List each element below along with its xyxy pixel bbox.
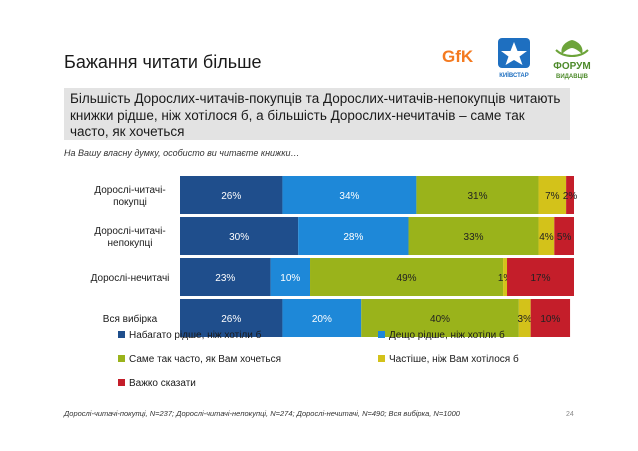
forum-logo-text: ФОРУМ bbox=[553, 61, 590, 72]
headline-box: Більшість Дорослих-читачів-покупців та Д… bbox=[64, 88, 570, 140]
bar-segment bbox=[416, 176, 539, 214]
data-label: 23% bbox=[215, 273, 235, 284]
slide-title: Бажання читати більше bbox=[64, 52, 262, 72]
category-label: Вся вибірка bbox=[103, 313, 158, 325]
bar-segment bbox=[566, 176, 574, 214]
legend-label: Набагато рідше, ніж хотіли б bbox=[129, 329, 262, 341]
stacked-bar-chart: Дорослі-читачі-покупці 26% 34% 31% 7% 2% Дорос… bbox=[91, 176, 578, 389]
legend-swatch bbox=[378, 331, 385, 338]
star-icon bbox=[501, 42, 527, 65]
category-label: Дорослі-читачі-непокупці bbox=[94, 226, 165, 249]
bar-segment bbox=[180, 258, 271, 296]
bar-segment bbox=[554, 217, 574, 255]
bar-segment bbox=[507, 258, 574, 296]
data-label: 30% bbox=[229, 232, 249, 243]
bar-segment bbox=[518, 299, 531, 337]
data-label: 49% bbox=[397, 273, 417, 284]
data-label: 5% bbox=[557, 232, 572, 243]
data-label: 3% bbox=[518, 314, 533, 325]
gfk-logo: GfK bbox=[440, 40, 480, 72]
data-label: 40% bbox=[430, 314, 450, 325]
data-label: 33% bbox=[464, 232, 484, 243]
bar-segment bbox=[180, 299, 283, 337]
legend-label: Частіше, ніж Вам хотілося б bbox=[389, 353, 519, 365]
data-label: 26% bbox=[221, 191, 241, 202]
category-label: Дорослі-нечитачі bbox=[91, 273, 170, 284]
bar-segment bbox=[270, 258, 311, 296]
bar-segment bbox=[538, 217, 555, 255]
page-number: 24 bbox=[566, 411, 574, 418]
data-label: 1% bbox=[498, 273, 513, 284]
data-label: 17% bbox=[531, 273, 551, 284]
legend-label: Важко сказати bbox=[129, 378, 196, 389]
survey-question: На Вашу власну думку, особисто ви читаєт… bbox=[64, 148, 300, 158]
bar-segment bbox=[180, 217, 299, 255]
bar-segment bbox=[298, 217, 409, 255]
data-label: 4% bbox=[539, 232, 554, 243]
legend-swatch bbox=[118, 379, 125, 386]
forum-logo-subtext: ВИДАВЦІВ bbox=[556, 74, 589, 80]
bar-segment bbox=[361, 299, 519, 337]
bar-segment bbox=[282, 176, 417, 214]
bar-segment bbox=[503, 258, 508, 296]
legend-swatch bbox=[118, 355, 125, 362]
bar-segment bbox=[282, 299, 362, 337]
gfk-logo-text: GfK bbox=[442, 47, 474, 66]
data-label: 31% bbox=[467, 191, 487, 202]
logo-group: GfK КИЇВСТАР ФОРУМ ВИДАВЦІВ bbox=[440, 36, 600, 84]
data-label: 34% bbox=[339, 191, 359, 202]
category-label: Дорослі-читачі-покупці bbox=[94, 185, 165, 208]
legend-swatch bbox=[118, 331, 125, 338]
bar-segment bbox=[530, 299, 571, 337]
leaf-icon bbox=[561, 40, 583, 54]
legend-swatch bbox=[378, 355, 385, 362]
bar-segment bbox=[538, 176, 567, 214]
bar-segment bbox=[180, 176, 283, 214]
bar-segment bbox=[408, 217, 539, 255]
legend-label: Дещо рідше, ніж хотіли б bbox=[389, 329, 505, 341]
sample-footnote: Дорослі-читачі-покупці, N=237; Дорослі-ч… bbox=[64, 409, 460, 418]
bar-segment bbox=[310, 258, 504, 296]
data-label: 7% bbox=[545, 191, 560, 202]
data-label: 26% bbox=[221, 314, 241, 325]
kyivstar-logo-text: КИЇВСТАР bbox=[499, 72, 529, 79]
data-label: 28% bbox=[343, 232, 363, 243]
data-label: 10% bbox=[280, 273, 300, 284]
data-label: 10% bbox=[540, 314, 560, 325]
data-label: 20% bbox=[312, 314, 332, 325]
kyivstar-logo: КИЇВСТАР bbox=[498, 38, 530, 79]
legend-label: Саме так часто, як Вам хочеться bbox=[129, 354, 281, 365]
forum-logo: ФОРУМ ВИДАВЦІВ bbox=[553, 40, 591, 80]
data-label: 2% bbox=[563, 191, 578, 202]
